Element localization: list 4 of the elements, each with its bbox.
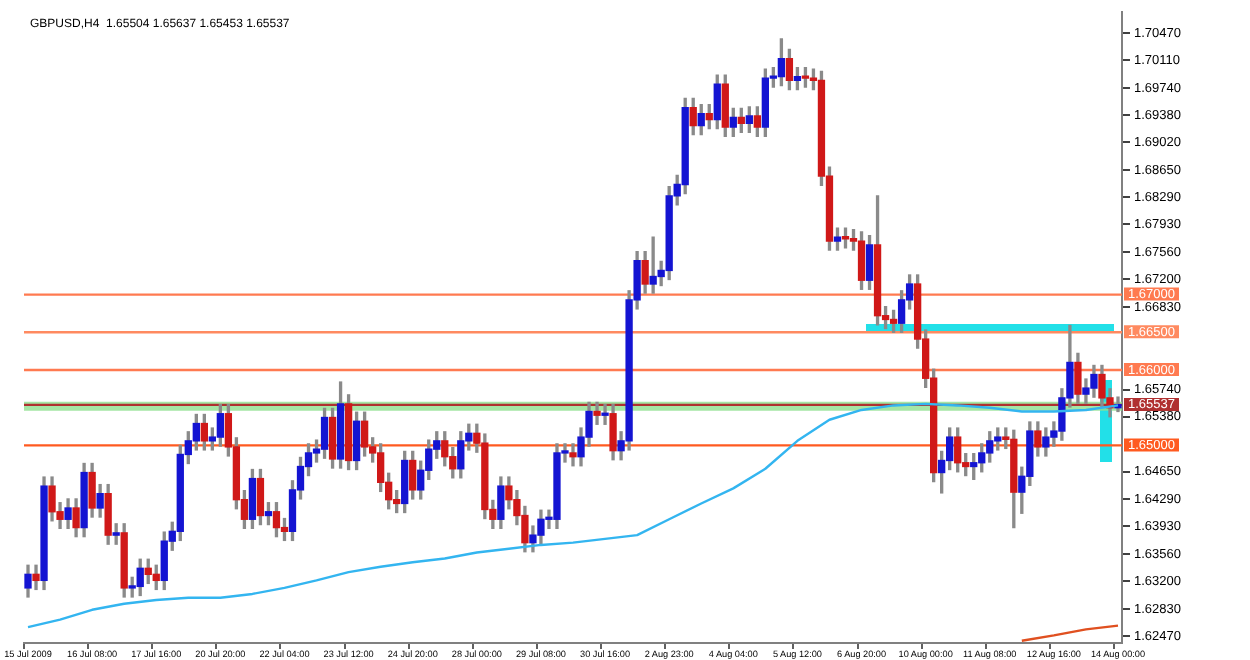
candlestick: [593, 401, 601, 425]
candlestick: [601, 404, 609, 425]
candlestick: [569, 443, 577, 467]
candlestick: [649, 236, 657, 294]
